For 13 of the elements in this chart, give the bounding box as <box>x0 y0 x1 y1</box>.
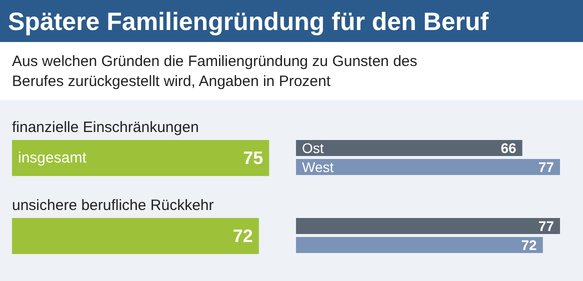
data-label: 77 <box>538 218 554 234</box>
series-label: Ost <box>302 140 324 156</box>
y-tick-label: unsichere berufliche Rückkehr <box>12 197 214 214</box>
data-label: 72 <box>232 226 253 246</box>
data-label: 77 <box>538 159 554 175</box>
series-label: insgesamt <box>18 150 88 166</box>
data-label: 72 <box>521 237 538 253</box>
data-label: 66 <box>500 140 516 156</box>
chart-title: Spätere Familiengründung für den Beruf <box>8 8 490 36</box>
data-label: 75 <box>243 148 264 168</box>
series-label: West <box>302 159 334 175</box>
y-tick-label: finanzielle Einschränkungen <box>12 119 199 136</box>
chart-subtitle: Aus welchen Gründen die Familiengründung zu Gunsten des Berufes zurückgestellt wird, Angaben in Prozent <box>12 53 418 90</box>
